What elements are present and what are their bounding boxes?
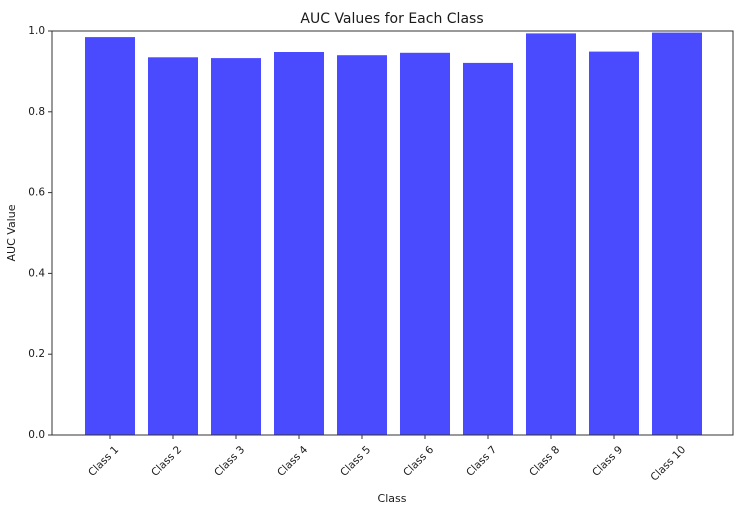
bars-group	[85, 32, 702, 436]
x-axis-ticks: Class 1 Class 2 Class 3 Class 4 Class 5 Class…	[86, 435, 688, 484]
bar-7	[463, 62, 513, 436]
x-tick-label: Class 3	[212, 444, 247, 479]
x-tick-label: Class 9	[590, 444, 625, 479]
bar-4	[274, 52, 324, 435]
x-tick-label: Class 1	[86, 444, 121, 479]
x-axis-label: Class	[378, 492, 407, 505]
x-tick-label: Class 4	[275, 444, 310, 479]
bar-2	[148, 57, 198, 436]
x-tick-label: Class 7	[464, 444, 499, 479]
bar-10	[652, 32, 702, 435]
x-tick-label: Class 8	[527, 444, 562, 479]
chart-title: AUC Values for Each Class	[300, 11, 483, 27]
y-tick-label: 0.0	[28, 429, 45, 441]
bar-5	[337, 55, 387, 435]
bar-9	[589, 51, 639, 435]
bar-6	[400, 52, 450, 436]
x-tick-label: Class 10	[648, 444, 688, 484]
bar-3	[211, 58, 261, 435]
y-axis-ticks: 0.0 0.2 0.4 0.6 0.8 1.0	[28, 25, 52, 441]
y-tick-label: 1.0	[28, 25, 45, 37]
y-tick-label: 0.2	[28, 348, 45, 360]
x-tick-label: Class 2	[149, 444, 184, 479]
y-tick-label: 0.4	[28, 267, 45, 279]
bar-1	[85, 37, 135, 435]
x-tick-label: Class 5	[338, 444, 373, 479]
x-tick-label: Class 6	[401, 444, 436, 479]
y-axis-label: AUC Value	[5, 204, 18, 261]
y-tick-label: 0.6	[28, 187, 45, 199]
plot-frame	[51, 30, 734, 436]
y-tick-label: 0.8	[28, 106, 45, 118]
bar-8	[526, 33, 576, 436]
